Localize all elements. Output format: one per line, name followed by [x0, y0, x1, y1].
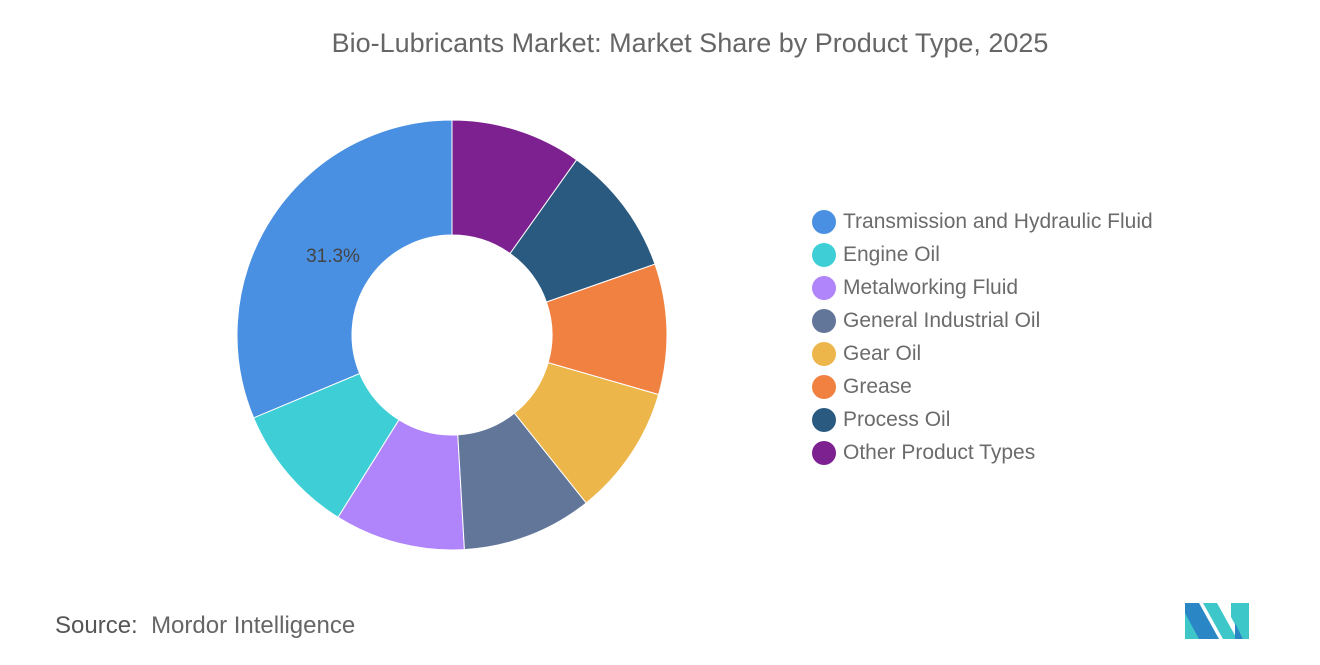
- source-value: Mordor Intelligence: [151, 612, 356, 639]
- data-label: 31.3%: [306, 246, 360, 267]
- legend-marker-icon: [812, 407, 836, 432]
- legend-item[interactable]: Engine Oil: [812, 238, 1153, 271]
- legend-label: Process Oil: [843, 407, 951, 431]
- legend-marker-icon: [812, 242, 836, 267]
- legend-label: Other Product Types: [843, 440, 1036, 464]
- legend-marker-icon: [812, 275, 836, 300]
- legend-marker-icon: [812, 209, 836, 234]
- chart-title: Bio-Lubricants Market: Market Share by P…: [331, 28, 1049, 58]
- legend-marker-icon: [812, 440, 836, 465]
- mordor-intelligence-logo: [1185, 603, 1249, 639]
- legend-item[interactable]: Process Oil: [812, 403, 1153, 436]
- legend-label: Metalworking Fluid: [843, 275, 1019, 299]
- legend-label: Gear Oil: [843, 341, 922, 365]
- source: Source: Mordor Intelligence: [55, 612, 355, 640]
- legend-label: Transmission and Hydraulic Fluid: [843, 209, 1153, 233]
- legend-label: General Industrial Oil: [843, 308, 1041, 332]
- legend-marker-icon: [812, 374, 836, 399]
- legend-item[interactable]: General Industrial Oil: [812, 304, 1153, 337]
- source-label: Source:: [55, 612, 138, 639]
- slice-other-product-types: [451, 119, 578, 255]
- legend-item[interactable]: Transmission and Hydraulic Fluid: [812, 205, 1153, 238]
- legend-marker-icon: [812, 308, 836, 333]
- legend-item[interactable]: Gear Oil: [812, 337, 1153, 370]
- legend-item[interactable]: Grease: [812, 370, 1153, 403]
- legend-item[interactable]: Metalworking Fluid: [812, 271, 1153, 304]
- slice-transmission-and-hydraulic-fluid: [236, 119, 453, 419]
- legend-item[interactable]: Other Product Types: [812, 436, 1153, 469]
- legend-label: Engine Oil: [843, 242, 940, 266]
- legend-marker-icon: [812, 341, 836, 366]
- legend-label: Grease: [843, 374, 912, 398]
- legend: Transmission and Hydraulic Fluid Engine O…: [812, 205, 1153, 469]
